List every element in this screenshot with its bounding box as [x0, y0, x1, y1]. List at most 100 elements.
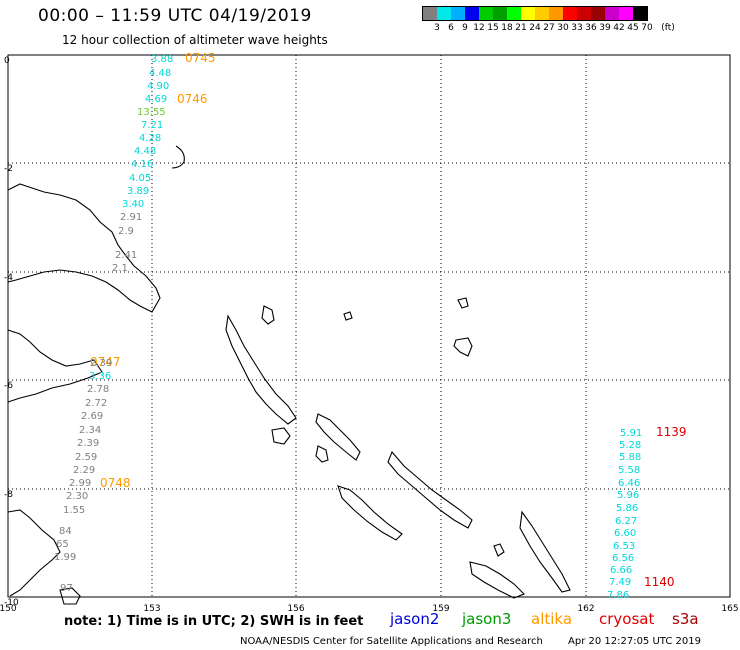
- wave-height-label: 4.90: [147, 81, 169, 92]
- legend-swatch: [479, 7, 493, 20]
- legend-swatch: [521, 7, 535, 20]
- wave-height-label: 2.39: [90, 358, 112, 369]
- wave-height-label: 7.21: [141, 120, 163, 131]
- wave-height-label: 84: [59, 526, 72, 537]
- wave-height-label: 2.41: [115, 250, 137, 261]
- isle-i: [271, 427, 291, 445]
- wave-height-label: 6.46: [618, 478, 640, 489]
- wave-height-label: 5.58: [618, 465, 640, 476]
- isle-c: [457, 297, 469, 309]
- wave-height-label: 2.99: [69, 478, 91, 489]
- legend-swatch: [493, 7, 507, 20]
- new-guinea-coast: [7, 183, 161, 313]
- legend-label: 9: [462, 23, 468, 33]
- satellite-label: altika: [531, 610, 573, 628]
- credits: NOAA/NESDIS Center for Satellite Applica…: [240, 636, 543, 647]
- wave-height-label: 3.40: [122, 199, 144, 210]
- legend-swatch: [619, 7, 633, 20]
- isle-b: [453, 337, 473, 357]
- isle-j: [493, 543, 505, 557]
- wave-height-label: 4.28: [139, 133, 161, 144]
- legend-label: 3: [434, 23, 440, 33]
- satellite-label: jason2: [390, 610, 440, 628]
- legend-labels: 3 6 9 12 15 18 21 24 27 30 33 36 39 42 45 70 (ft): [422, 21, 675, 35]
- lon-tick-label: 156: [287, 604, 304, 614]
- isle-g: [7, 509, 61, 597]
- wave-height-label: 5.86: [616, 503, 638, 514]
- satellite-label: s3a: [672, 610, 699, 628]
- satellite-label: cryosat: [599, 610, 655, 628]
- legend-swatch: [549, 7, 563, 20]
- lat-tick-label: -10: [4, 598, 19, 608]
- legend-label: 24: [529, 23, 541, 33]
- map-subtitle: 12 hour collection of altimeter wave hei…: [62, 33, 328, 47]
- wave-height-label: 7.86: [607, 590, 629, 601]
- footer-note: note: 1) Time is in UTC; 2) SWH is in fe…: [64, 614, 364, 629]
- wave-height-label: 2.1: [112, 263, 128, 274]
- lat-tick-label: -4: [4, 273, 13, 283]
- lat-tick-label: -6: [4, 381, 13, 391]
- legend-swatch: [591, 7, 605, 20]
- wave-height-label: 5.28: [619, 440, 641, 451]
- lon-tick-label: 165: [721, 604, 738, 614]
- wave-height-label: 6.60: [614, 528, 636, 539]
- new-guinea-south-coast: [7, 329, 103, 403]
- legend-swatch: [507, 7, 521, 20]
- solomon-isl-3: [337, 485, 403, 541]
- lon-tick-label: 153: [143, 604, 160, 614]
- wave-height-label: 3.36: [89, 371, 111, 382]
- pass-time-label: 1139: [656, 425, 687, 439]
- wave-height-label: 65: [56, 539, 69, 550]
- legend-label: 70: [641, 23, 653, 33]
- legend-swatches: [422, 6, 648, 21]
- wave-height-label: 6.27: [615, 516, 637, 527]
- legend-label: 27: [543, 23, 555, 33]
- wave-height-label: 13.55: [137, 107, 166, 118]
- solomon-isl-2: [387, 450, 473, 529]
- map-grid: 150 153 156 159 162 165 0 -2 -4 -6 -8 -10: [0, 54, 739, 614]
- map-title: 00:00 – 11:59 UTC 04/19/2019: [38, 6, 312, 26]
- legend-label: 33: [571, 23, 583, 33]
- legend-swatch: [605, 7, 619, 20]
- legend-label: 12: [473, 23, 485, 33]
- legend-swatch: [423, 7, 437, 20]
- wave-height-label: 2.78: [87, 384, 109, 395]
- legend-swatch: [633, 7, 647, 20]
- wave-height-label: 2.91: [120, 212, 142, 223]
- wave-height-label: 2.9: [118, 226, 134, 237]
- wave-height-label: 2.30: [66, 491, 88, 502]
- bougainville-coast: [225, 314, 297, 425]
- lat-tick-label: 0: [4, 56, 10, 66]
- legend-label: 42: [613, 23, 625, 33]
- pass-time-label: 1140: [644, 575, 675, 589]
- legend-label: 36: [585, 23, 597, 33]
- wave-height-label: 2.34: [79, 425, 101, 436]
- wave-height-label: 3.88: [151, 54, 173, 65]
- wave-height-label: 1.99: [54, 552, 76, 563]
- pass-time-label: 0747: [90, 355, 121, 369]
- wave-height-label: 2.39: [77, 438, 99, 449]
- coastline: [7, 145, 571, 605]
- legend-swatch: [563, 7, 577, 20]
- satellite-label: jason3: [462, 610, 512, 628]
- pass-time-label: 0746: [177, 92, 208, 106]
- wave-height-label: 5.91: [620, 428, 642, 439]
- pass-time-label: 0748: [100, 476, 131, 490]
- solomon-isl-1: [315, 413, 361, 461]
- isle-a: [261, 305, 275, 325]
- solomon-isl-5: [519, 510, 571, 593]
- legend-label: 30: [557, 23, 569, 33]
- legend-swatch: [577, 7, 591, 20]
- wave-height-label: 6.53: [613, 541, 635, 552]
- wave-height-label: 4.48: [134, 146, 156, 157]
- wave-height-label: 2.72: [85, 398, 107, 409]
- isle-f: [315, 445, 329, 463]
- isle-d: [343, 311, 353, 321]
- color-legend: 3 6 9 12 15 18 21 24 27 30 33 36 39 42 45 70 (ft): [422, 6, 675, 35]
- lon-tick-label: 150: [0, 604, 17, 614]
- wave-height-label: 6.56: [612, 553, 634, 564]
- lon-tick-label: 162: [577, 604, 594, 614]
- legend-unit: (ft): [661, 23, 675, 33]
- wave-height-label: 2.29: [73, 465, 95, 476]
